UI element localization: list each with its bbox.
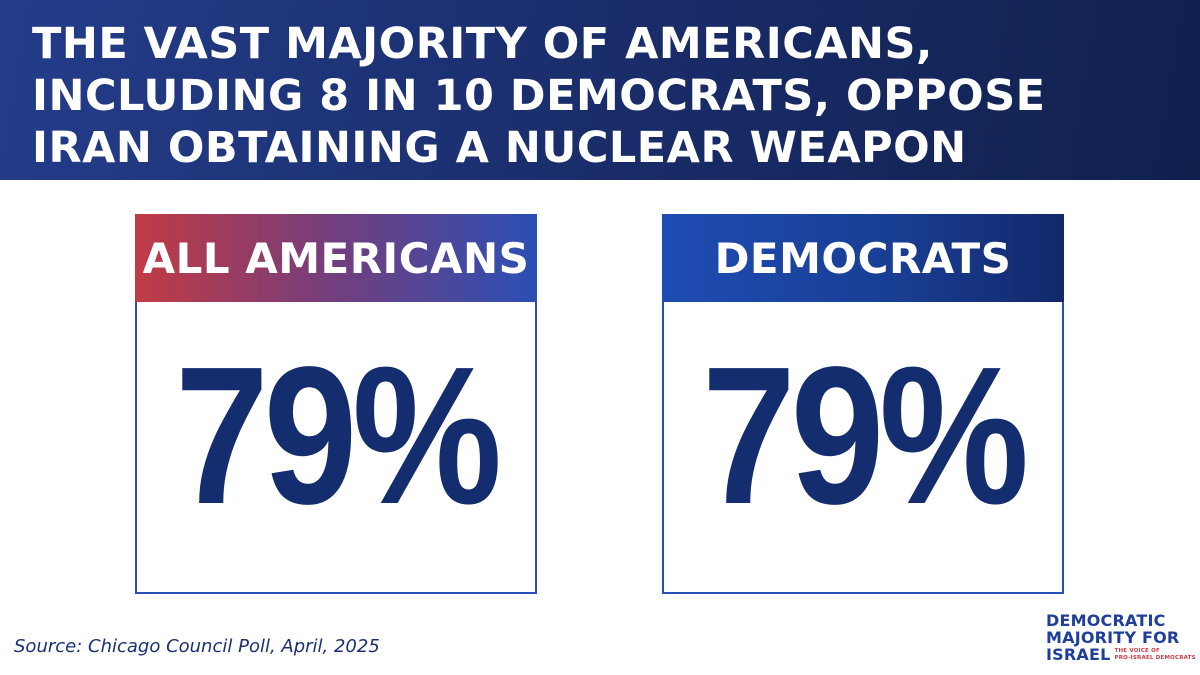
logo-line-2: MAJORITY FOR bbox=[1046, 628, 1180, 647]
logo-line-1: DEMOCRATIC bbox=[1046, 611, 1166, 630]
logo-tagline-1: THE VOICE OF bbox=[1114, 648, 1160, 654]
card-header-democrats: DEMOCRATS bbox=[662, 214, 1064, 302]
logo-line-3-row: ISRAEL THE VOICE OF PRO-ISRAEL DEMOCRATS bbox=[1046, 646, 1196, 663]
source-citation: Source: Chicago Council Poll, April, 202… bbox=[14, 636, 380, 657]
card-label-all-americans: ALL AMERICANS bbox=[142, 233, 530, 283]
dmfi-logo: DEMOCRATIC MAJORITY FOR ISRAEL THE VOICE… bbox=[1046, 612, 1196, 668]
card-democrats: DEMOCRATS 79% bbox=[662, 214, 1064, 594]
logo-line-3: ISRAEL bbox=[1046, 645, 1111, 664]
logo-tagline-2: PRO-ISRAEL DEMOCRATS bbox=[1114, 654, 1196, 661]
card-all-americans: ALL AMERICANS 79% bbox=[135, 214, 537, 594]
card-value-democrats: 79% bbox=[702, 326, 1029, 545]
card-value-all-americans: 79% bbox=[175, 326, 502, 545]
header-banner: THE VAST MAJORITY OF AMERICANS, INCLUDIN… bbox=[0, 0, 1200, 180]
card-header-all-americans: ALL AMERICANS bbox=[135, 214, 537, 302]
logo-tagline: THE VOICE OF PRO-ISRAEL DEMOCRATS bbox=[1115, 648, 1196, 661]
headline: THE VAST MAJORITY OF AMERICANS, INCLUDIN… bbox=[32, 19, 1046, 173]
card-label-democrats: DEMOCRATS bbox=[714, 233, 1012, 283]
